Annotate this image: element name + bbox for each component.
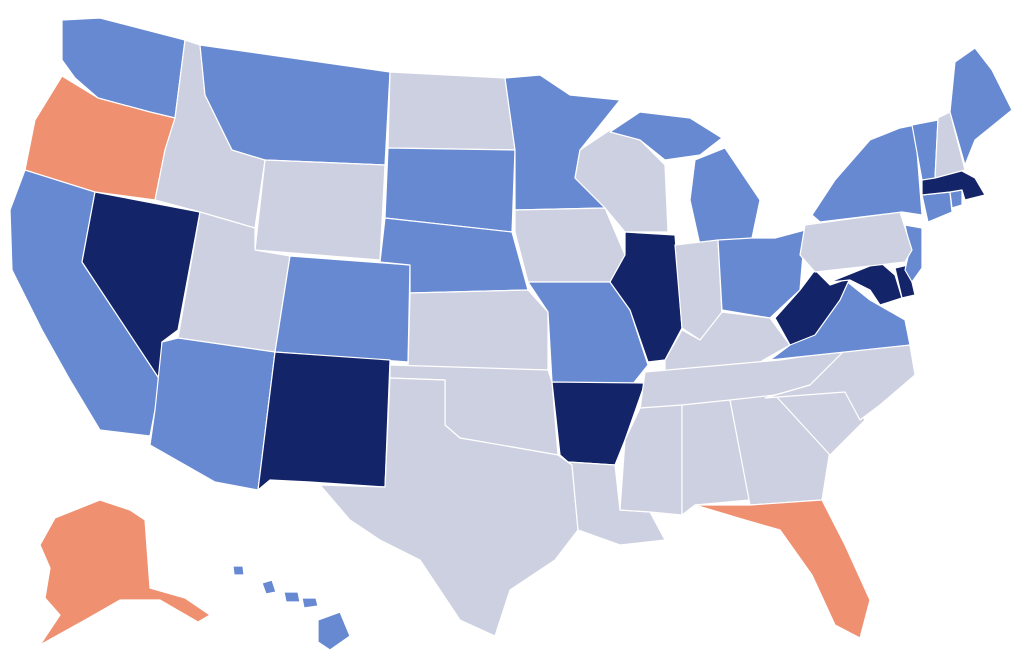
state-al[interactable] <box>681 399 751 516</box>
state-nm[interactable] <box>257 351 391 491</box>
state-la[interactable] <box>567 461 666 546</box>
state-ny[interactable] <box>811 124 923 223</box>
state-ct[interactable] <box>921 191 953 223</box>
state-ak[interactable] <box>39 499 211 646</box>
state-nd[interactable] <box>387 71 516 151</box>
state-co[interactable] <box>274 255 411 363</box>
state-tx[interactable] <box>319 377 579 637</box>
state-wy[interactable] <box>254 159 386 261</box>
state-ga[interactable] <box>729 394 831 506</box>
state-pa[interactable] <box>799 211 913 273</box>
state-nc[interactable] <box>764 344 916 421</box>
state-fl[interactable] <box>694 499 871 639</box>
state-de[interactable] <box>894 264 916 299</box>
state-ia[interactable] <box>514 207 626 283</box>
state-nh[interactable] <box>934 111 966 179</box>
state-hi[interactable] <box>232 565 351 651</box>
state-ks[interactable] <box>407 289 549 371</box>
state-me[interactable] <box>949 47 1013 166</box>
state-az[interactable] <box>149 337 276 491</box>
state-oh[interactable] <box>717 229 806 319</box>
state-ri[interactable] <box>949 189 963 209</box>
state-sd[interactable] <box>384 147 516 233</box>
